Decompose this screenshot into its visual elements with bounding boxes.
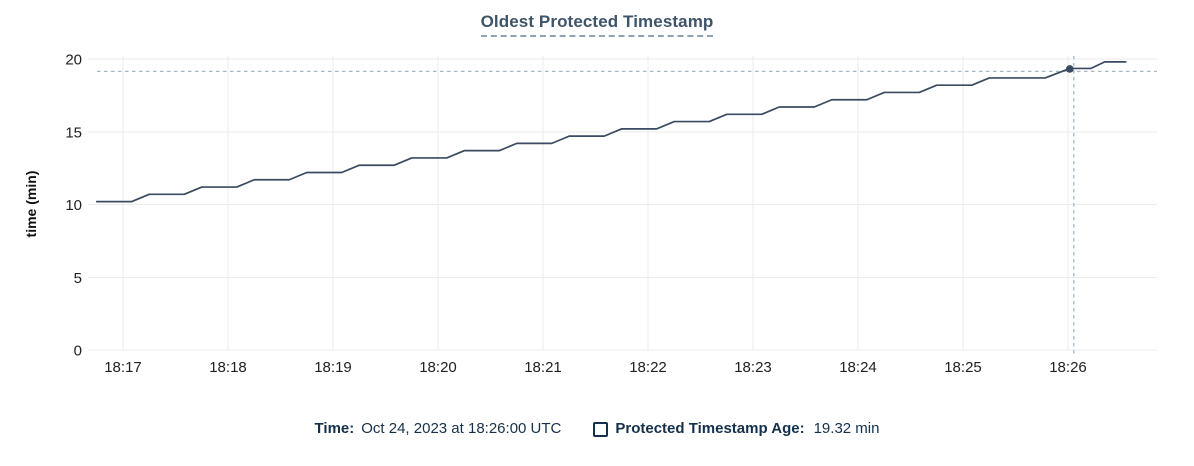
x-tick-label: 18:21 <box>524 359 562 376</box>
legend-time-label: Time: <box>314 420 355 437</box>
y-tick-label: 5 <box>74 270 82 287</box>
chart-title[interactable]: Oldest Protected Timestamp <box>480 12 714 37</box>
legend-series-value: 19.32 min <box>813 420 880 437</box>
series-line <box>95 61 1127 203</box>
chart-legend: Time: Oct 24, 2023 at 18:26:00 UTC Prote… <box>0 420 1194 438</box>
x-tick-label: 18:22 <box>629 359 667 376</box>
x-tick-label: 18:20 <box>419 359 457 376</box>
chart-canvas[interactable]: 0 5 10 15 20 18:17 18:18 18:19 18:20 18:21 18:22 18… <box>0 0 1194 412</box>
x-tick-label: 18:23 <box>734 359 772 376</box>
x-tick-label: 18:17 <box>104 359 142 376</box>
y-tick-label: 15 <box>65 124 82 141</box>
y-tick-label: 20 <box>65 52 82 69</box>
y-tick-label: 10 <box>65 197 82 214</box>
legend-time-value: Oct 24, 2023 at 18:26:00 UTC <box>361 420 562 437</box>
x-tick-label: 18:19 <box>314 359 352 376</box>
x-tick-label: 18:26 <box>1049 359 1087 376</box>
y-tick-label: 0 <box>74 343 82 360</box>
legend-series-label[interactable]: Protected Timestamp Age: <box>615 420 805 437</box>
chart-header: Oldest Protected Timestamp <box>0 12 1194 37</box>
x-tick-label: 18:18 <box>209 359 247 376</box>
highlight-dot <box>1065 65 1074 73</box>
x-tick-label: 18:25 <box>944 359 982 376</box>
x-tick-label: 18:24 <box>839 359 877 376</box>
empty-checkbox-icon[interactable] <box>593 421 609 437</box>
